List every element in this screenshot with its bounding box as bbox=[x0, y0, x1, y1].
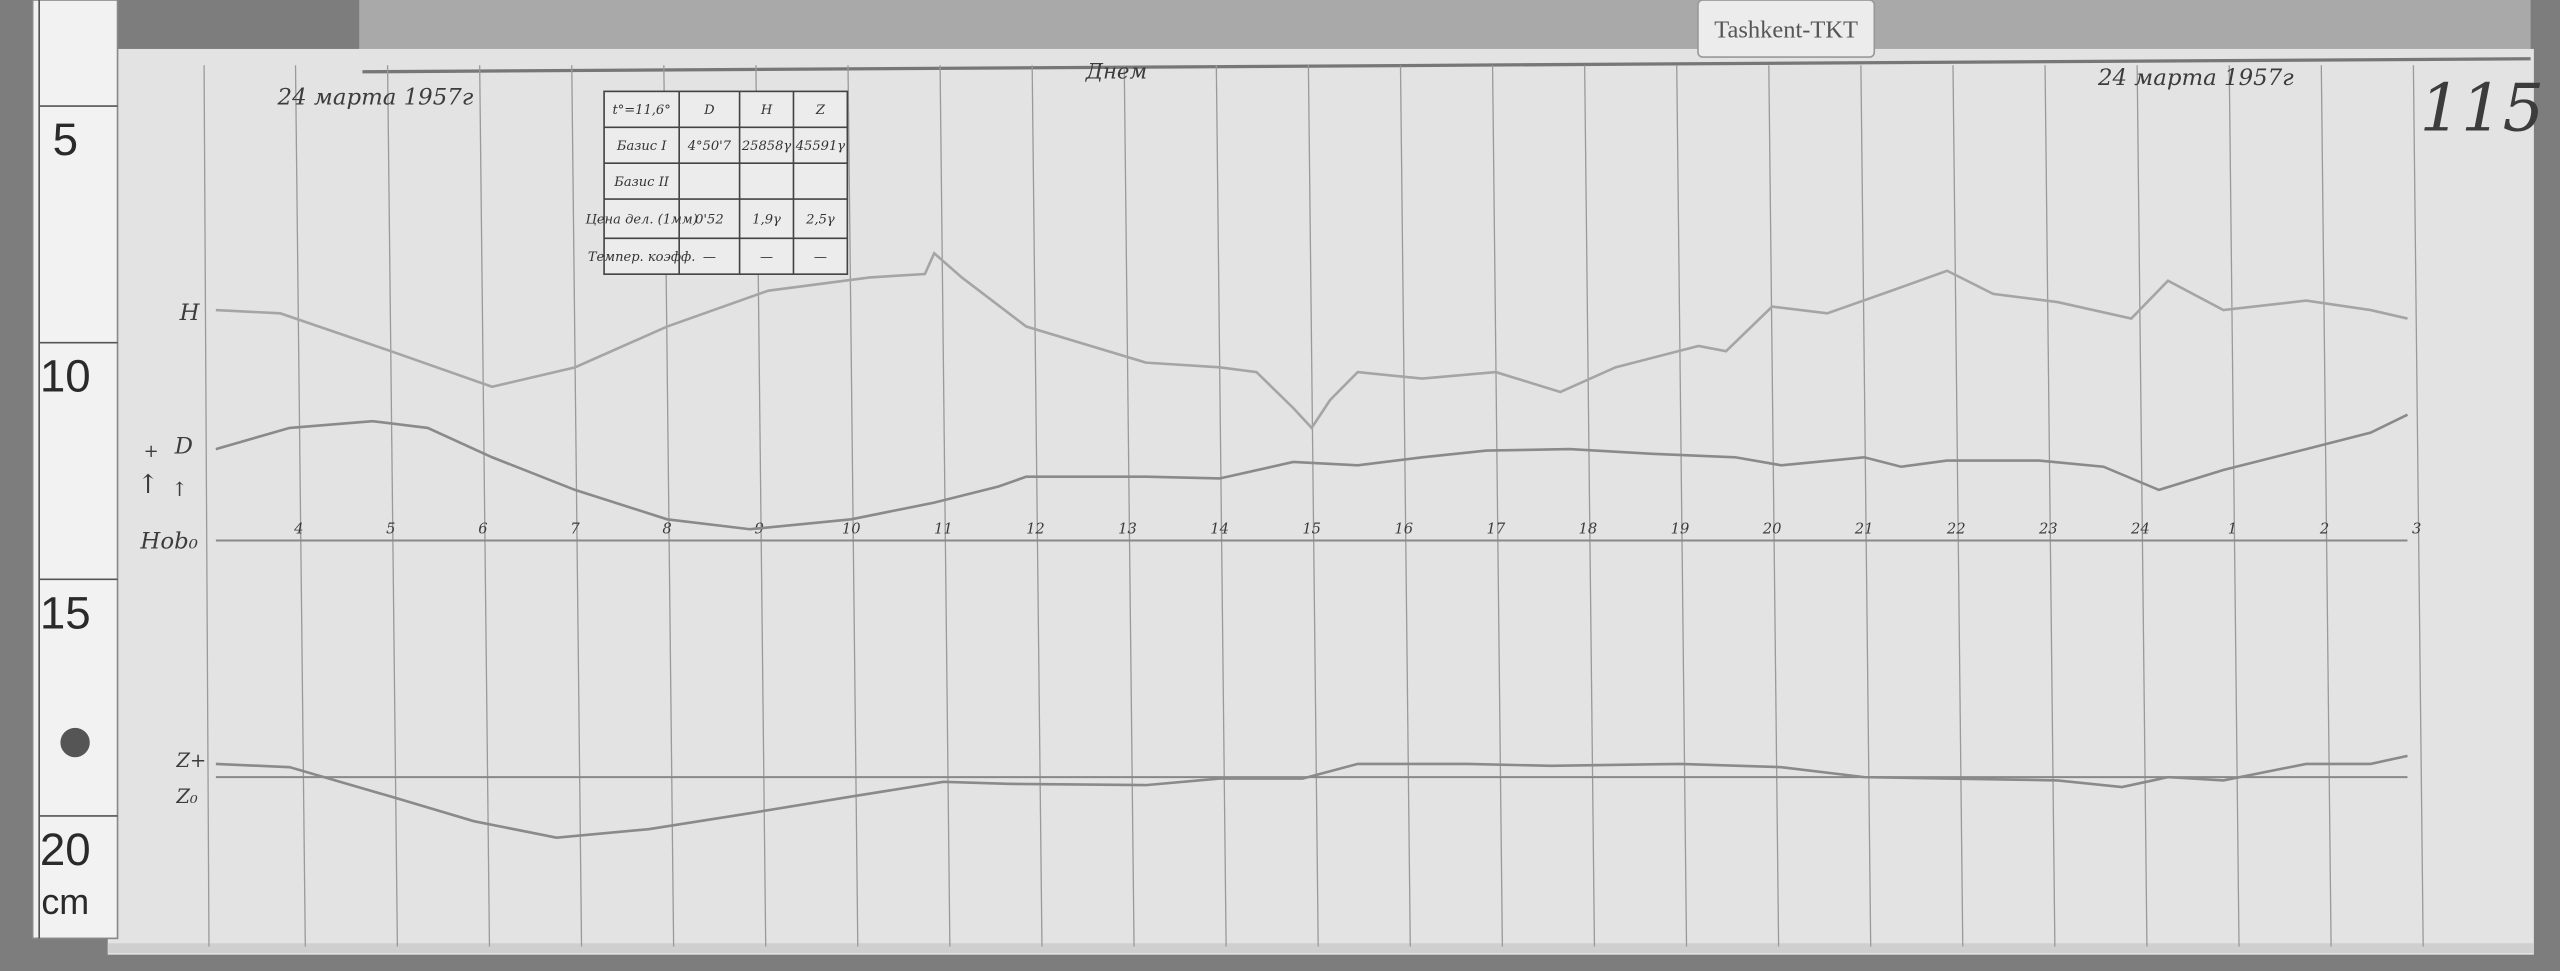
label-plus-d: + bbox=[144, 441, 159, 462]
hour-tick-label: 24 bbox=[2130, 521, 2150, 538]
hour-tick-label: 6 bbox=[478, 521, 487, 538]
table-cell: Темпер. коэфф. bbox=[588, 250, 696, 265]
hour-gridline bbox=[939, 65, 951, 947]
hour-tick-label: 7 bbox=[570, 521, 580, 538]
table-header-cell: H bbox=[760, 103, 773, 118]
hour-tick-label: 10 bbox=[842, 521, 861, 538]
ruler-label: 20 bbox=[40, 824, 91, 875]
hour-tick-label: 17 bbox=[1486, 521, 1505, 538]
hour-gridline bbox=[386, 65, 399, 947]
hour-gridline bbox=[847, 65, 859, 947]
table-header-cell: Z bbox=[815, 103, 826, 118]
hour-gridline bbox=[1215, 65, 1227, 947]
table-cell: 45591γ bbox=[795, 139, 846, 154]
table-cell: Цена дел. (1мм) bbox=[585, 213, 697, 228]
ruler-label: 10 bbox=[40, 351, 91, 402]
trace-Z bbox=[215, 754, 2408, 839]
hour-tick-label: 11 bbox=[934, 521, 953, 538]
hour-gridline bbox=[1031, 65, 1043, 947]
hour-tick-label: 2 bbox=[2319, 521, 2329, 538]
hour-gridline bbox=[2044, 65, 2056, 947]
hour-gridline bbox=[2136, 65, 2148, 947]
date-left: 24 марта 1957г bbox=[277, 84, 474, 110]
hour-gridline bbox=[1952, 65, 1964, 947]
hour-gridline bbox=[2228, 65, 2240, 947]
station-tag-text: Tashkent-TKT bbox=[1714, 17, 1858, 44]
arrow-icon-2: ↑ bbox=[171, 478, 187, 501]
table-cell: 2,5γ bbox=[805, 213, 835, 228]
hour-tick-label: 18 bbox=[1579, 521, 1598, 538]
date-right: 24 марта 1957г bbox=[2097, 65, 2294, 91]
hour-tick-label: 23 bbox=[2038, 521, 2058, 538]
period-note: Днем bbox=[1085, 59, 1147, 84]
label-z0: Z₀ bbox=[175, 785, 198, 808]
hour-gridline bbox=[479, 65, 491, 947]
hour-tick-label: 19 bbox=[1671, 521, 1690, 538]
table-cell: 0'52 bbox=[695, 213, 724, 228]
table-cell: 1,9γ bbox=[752, 213, 781, 228]
clip-edge bbox=[362, 57, 2531, 74]
hour-tick-label: 14 bbox=[1210, 521, 1229, 538]
table-cell: 4°50'7 bbox=[687, 139, 732, 154]
label-z-plus: Z+ bbox=[175, 749, 206, 772]
table-cell: — bbox=[760, 250, 773, 265]
table-cell: Базис I bbox=[616, 139, 667, 154]
hour-gridline bbox=[2320, 65, 2332, 947]
hour-tick-label: 20 bbox=[1762, 521, 1782, 538]
baseline-table: t°=11,6° D H Z Базис I 4°50'7 25858γ 45591γ Бази… bbox=[585, 90, 849, 275]
ruler-marker-icon bbox=[60, 727, 90, 758]
ruler-label: 5 bbox=[53, 114, 78, 165]
hour-tick-label: 8 bbox=[662, 521, 671, 538]
hour-gridline bbox=[294, 65, 306, 947]
table-header-cell: D bbox=[703, 103, 715, 118]
hour-tick-label: 12 bbox=[1026, 521, 1045, 538]
hour-gridline bbox=[1307, 65, 1319, 947]
table-cell: Базис II bbox=[613, 175, 670, 190]
hour-gridline bbox=[1123, 65, 1135, 947]
table-cell: 25858γ bbox=[741, 139, 792, 154]
hour-gridline bbox=[571, 65, 583, 947]
paper-sheet bbox=[107, 48, 2534, 955]
label-d: D bbox=[174, 434, 193, 460]
table-cell: — bbox=[814, 250, 827, 265]
table-cell: — bbox=[703, 250, 716, 265]
station-tag bbox=[1697, 0, 1876, 58]
hour-tick-label: 1 bbox=[2228, 521, 2237, 538]
hour-gridline bbox=[1491, 65, 1504, 947]
hour-gridline bbox=[1676, 65, 1688, 947]
table-frame bbox=[603, 90, 849, 275]
arrow-icon: ↑ bbox=[137, 470, 159, 500]
hour-gridline bbox=[1768, 65, 1780, 947]
hour-tick-label: 15 bbox=[1302, 521, 1321, 538]
hour-gridline bbox=[2412, 65, 2424, 947]
sheet-number: 115 bbox=[2420, 71, 2545, 147]
trace-H bbox=[215, 251, 2408, 431]
hour-tick-label: 21 bbox=[1854, 521, 1874, 538]
trace-D bbox=[215, 413, 2409, 531]
hour-tick-label: 5 bbox=[386, 521, 395, 538]
hour-gridline bbox=[1399, 65, 1411, 947]
hour-tick-label: 16 bbox=[1394, 521, 1413, 538]
hour-tick-label: 4 bbox=[293, 521, 303, 538]
hour-tick-label: 22 bbox=[1946, 521, 1966, 538]
hour-tick-label: 13 bbox=[1118, 521, 1137, 538]
hour-tick-label: 3 bbox=[2412, 521, 2421, 538]
ruler-unit: cm bbox=[41, 881, 89, 922]
left-gridline bbox=[203, 65, 210, 947]
ruler-label: 15 bbox=[40, 587, 91, 638]
hour-gridline bbox=[1860, 65, 1872, 947]
label-baseline-hd: Hob₀ bbox=[139, 528, 197, 554]
cm-ruler bbox=[31, 0, 119, 940]
label-h: H bbox=[179, 300, 201, 326]
table-header-cell: t°=11,6° bbox=[612, 103, 670, 118]
paper-bottom-edge bbox=[107, 943, 2534, 954]
hour-gridline bbox=[1584, 65, 1596, 947]
